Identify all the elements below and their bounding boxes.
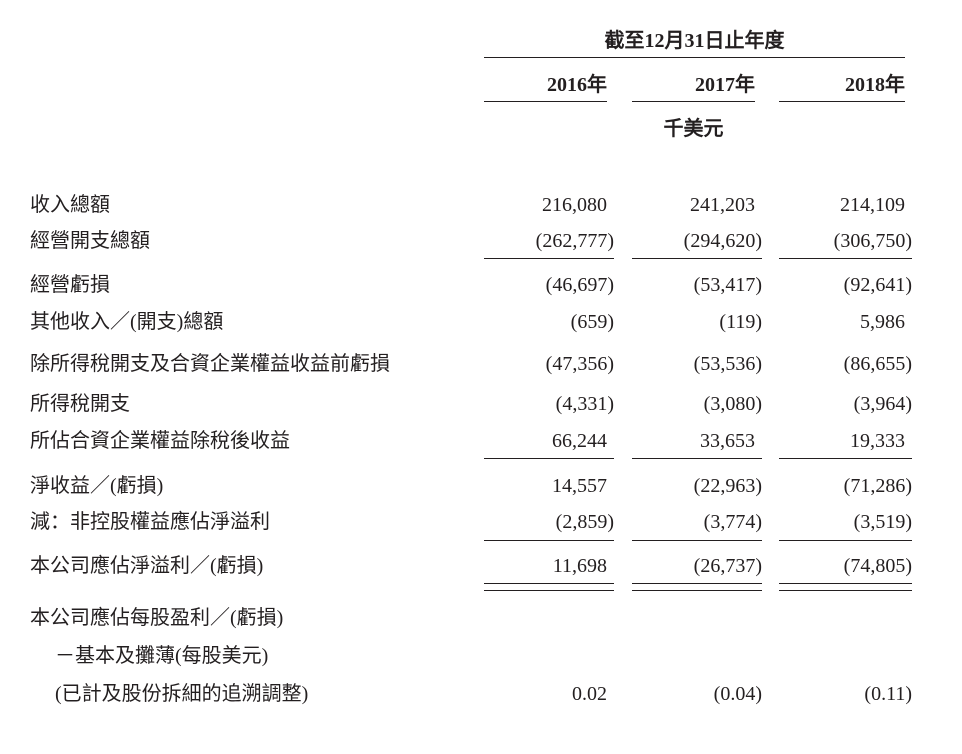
row-label: 所佔合資企業權益除稅後收益 [30, 430, 290, 452]
rule [632, 258, 762, 259]
year-heading: 2018年 [845, 74, 905, 96]
value: (306,750) [833, 230, 912, 252]
value: (119) [719, 311, 762, 333]
value: 241,203 [690, 194, 755, 216]
year-heading: 2016年 [547, 74, 607, 96]
rule [484, 258, 614, 259]
value: (0.11) [864, 683, 912, 705]
value: (3,774) [703, 511, 762, 533]
value: (86,655) [843, 353, 912, 375]
value: 66,244 [552, 430, 607, 452]
value: 14,557 [552, 475, 607, 497]
value: (71,286) [843, 475, 912, 497]
value: (2,859) [555, 511, 614, 533]
rule [632, 458, 762, 459]
row-label: 其他收入／(開支)總額 [30, 311, 224, 333]
value: 5,986 [860, 311, 905, 333]
eps-label: －基本及攤薄(每股美元) [55, 645, 269, 667]
row-label: 經營虧損 [30, 274, 110, 296]
value: (659) [570, 311, 614, 333]
row-label: 除所得稅開支及合資企業權益收益前虧損 [30, 353, 390, 375]
row-label: 減：非控股權益應佔淨溢利 [30, 511, 270, 533]
value: (294,620) [683, 230, 762, 252]
value: (0.04) [713, 683, 762, 705]
rule [779, 458, 912, 459]
rule [484, 540, 614, 541]
rule [632, 540, 762, 541]
value: (4,331) [555, 393, 614, 415]
value: (47,356) [545, 353, 614, 375]
rule [779, 101, 905, 102]
rule [484, 57, 905, 58]
row-label: 本公司應佔淨溢利／(虧損) [30, 555, 264, 577]
value: 216,080 [542, 194, 607, 216]
value: (74,805) [843, 555, 912, 577]
value: 214,109 [840, 194, 905, 216]
rule [632, 583, 762, 584]
value: (22,963) [693, 475, 762, 497]
value: (53,536) [693, 353, 762, 375]
rule [632, 590, 762, 591]
row-label: 收入總額 [30, 194, 110, 216]
unit: 千美元 [663, 118, 724, 140]
rule [484, 458, 614, 459]
value: (26,737) [693, 555, 762, 577]
value: 33,653 [700, 430, 755, 452]
value: (46,697) [545, 274, 614, 296]
rule [632, 101, 755, 102]
row-label: 淨收益／(虧損) [30, 475, 164, 497]
value: (53,417) [693, 274, 762, 296]
eps-label: 本公司應佔每股盈利／(虧損) [30, 607, 284, 629]
row-label: 所得稅開支 [30, 393, 130, 415]
rule [779, 590, 912, 591]
rule [779, 540, 912, 541]
value: 19,333 [850, 430, 905, 452]
rule [484, 583, 614, 584]
rule [779, 583, 912, 584]
value: (3,519) [853, 511, 912, 533]
year-heading: 2017年 [695, 74, 755, 96]
rule [484, 590, 614, 591]
rule [779, 258, 912, 259]
value: 0.02 [572, 683, 607, 705]
value: (262,777) [535, 230, 614, 252]
value: (92,641) [843, 274, 912, 296]
value: (3,080) [703, 393, 762, 415]
value: 11,698 [552, 555, 607, 577]
row-label: 經營開支總額 [30, 230, 150, 252]
eps-label: (已計及股份拆細的追溯調整) [55, 683, 309, 705]
header-title: 截至12月31日止年度 [604, 30, 785, 52]
value: (3,964) [853, 393, 912, 415]
rule [484, 101, 607, 102]
